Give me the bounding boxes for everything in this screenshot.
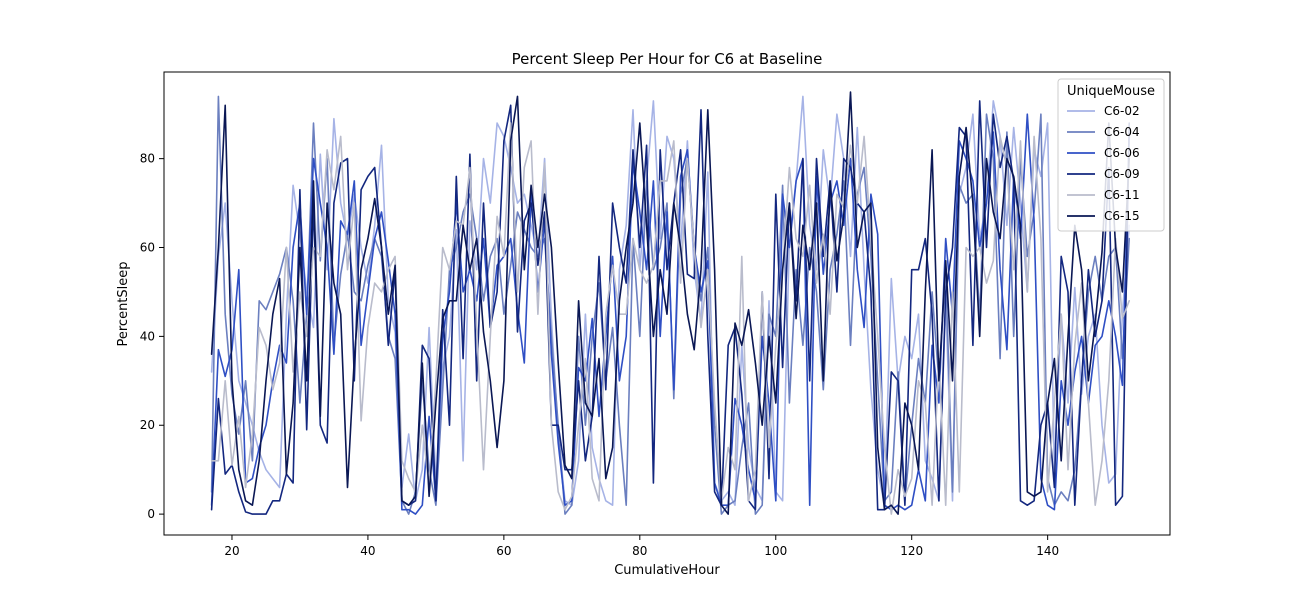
x-tick-label: 100 — [764, 544, 787, 558]
legend-item: C6-15 — [1067, 209, 1140, 223]
y-tick-label: 40 — [140, 329, 155, 343]
legend-item: C6-02 — [1067, 104, 1140, 118]
y-tick-label: 20 — [140, 418, 155, 432]
series-line-c6-02 — [210, 95, 1130, 507]
chart-title: Percent Sleep Per Hour for C6 at Baselin… — [512, 50, 823, 68]
legend-label: C6-02 — [1104, 104, 1140, 118]
x-axis-label: CumulativeHour — [614, 563, 720, 578]
y-tick-label: 0 — [147, 507, 155, 521]
legend: UniqueMouse C6-02C6-04C6-06C6-09C6-11C6-… — [1057, 78, 1165, 232]
legend-label: C6-09 — [1104, 167, 1140, 181]
series-line-c6-09 — [210, 100, 1130, 515]
legend-label: C6-06 — [1104, 146, 1140, 160]
x-tick-label: 120 — [900, 544, 923, 558]
x-tick-label: 140 — [1036, 544, 1059, 558]
series-line-c6-15 — [210, 91, 1130, 515]
legend-box — [1057, 78, 1165, 232]
legend-label: C6-15 — [1104, 209, 1140, 223]
y-tick-label: 60 — [140, 241, 155, 255]
x-tick-label: 40 — [360, 544, 375, 558]
series-layer — [210, 91, 1130, 515]
y-axis-label: PercentSleep — [116, 261, 131, 346]
legend-item: C6-06 — [1067, 146, 1140, 160]
x-tick-label: 80 — [632, 544, 647, 558]
legend-item: C6-04 — [1067, 125, 1140, 139]
legend-items: C6-02 C6-04 C6-06 C6-09 C6-11 C6-15 — [1067, 104, 1140, 223]
x-tick-label: 20 — [224, 544, 239, 558]
plot-frame — [163, 71, 1171, 536]
legend-label: C6-11 — [1104, 188, 1140, 202]
legend-item: C6-11 — [1067, 188, 1140, 202]
y-tick-label: 80 — [140, 152, 155, 166]
series-line-c6-11 — [210, 122, 1130, 515]
x-tick-label: 60 — [496, 544, 511, 558]
legend-title: UniqueMouse — [1067, 84, 1155, 99]
axes-layer: 20 40 60 80 100 120 140 0 20 40 60 80 — [140, 71, 1171, 558]
legend-item: C6-09 — [1067, 167, 1140, 181]
legend-label: C6-04 — [1104, 125, 1140, 139]
